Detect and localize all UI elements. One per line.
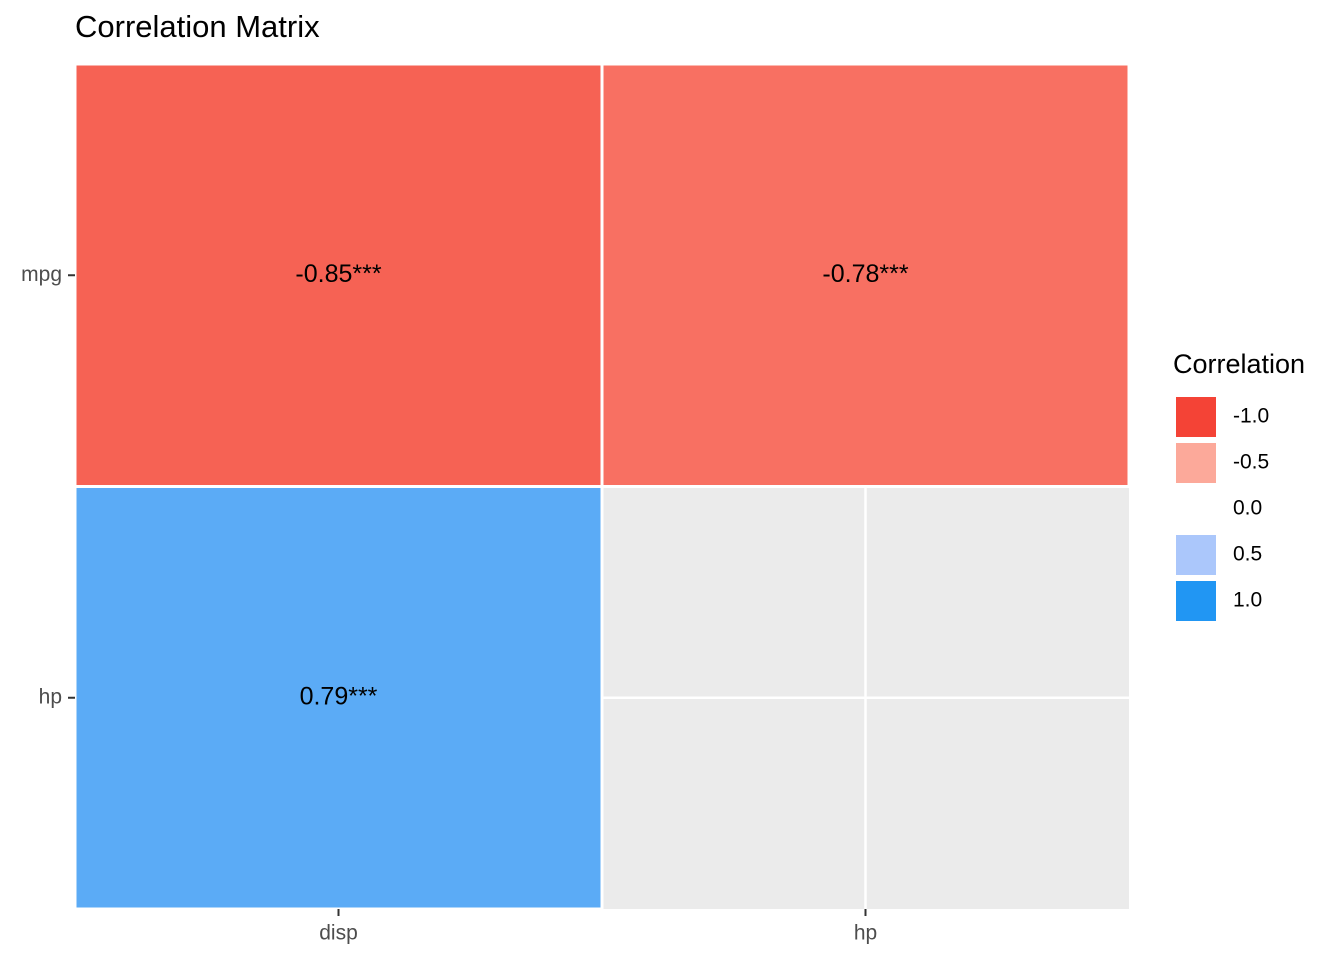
cell-label: 0.79*** <box>300 682 378 710</box>
x-tick-label: disp <box>319 922 358 945</box>
legend-key <box>1174 579 1218 623</box>
legend-key <box>1174 395 1218 439</box>
chart-title: Correlation Matrix <box>75 9 320 44</box>
heatmap-cell <box>600 62 1131 488</box>
legend-label: 0.5 <box>1233 543 1262 566</box>
heatmap-cell <box>73 485 604 911</box>
y-tick-label: hp <box>39 685 62 708</box>
legend-label: 0.0 <box>1233 497 1262 520</box>
x-tick-label: hp <box>854 922 877 945</box>
y-tick-label: mpg <box>21 263 62 286</box>
legend-label: -1.0 <box>1233 405 1269 428</box>
legend-key <box>1174 487 1218 531</box>
legend-label: -0.5 <box>1233 451 1269 474</box>
legend-title: Correlation <box>1173 349 1305 379</box>
legend-key <box>1174 533 1218 577</box>
cell-label: -0.78*** <box>822 260 908 288</box>
legend-key <box>1174 441 1218 485</box>
cell-label: -0.85*** <box>295 260 381 288</box>
legend-label: 1.0 <box>1233 589 1262 612</box>
